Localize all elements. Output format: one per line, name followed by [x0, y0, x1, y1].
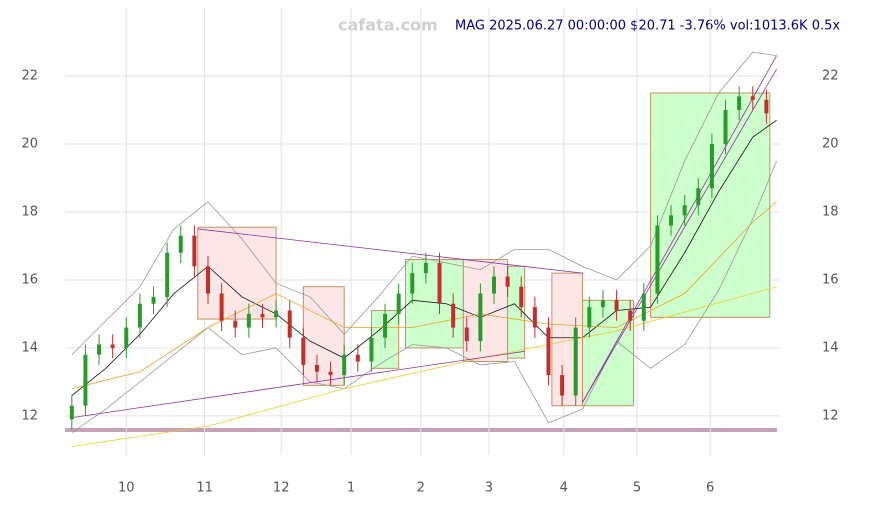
y-tick-label: 22: [822, 68, 839, 83]
candle-body: [233, 320, 238, 328]
x-tick-label: 3: [485, 481, 493, 496]
candle-body: [669, 215, 674, 226]
indicator-line: [71, 160, 777, 434]
box: [302, 286, 345, 386]
candle-body: [192, 235, 197, 267]
y-tick-label: 16: [21, 272, 38, 287]
x-tick-label: 12: [273, 481, 290, 496]
x-tick-label: 5: [633, 481, 641, 496]
candle-body: [682, 205, 687, 216]
candle-body: [641, 293, 646, 321]
candle-body: [764, 99, 769, 114]
candle-body: [260, 313, 265, 318]
y-tick-label: 12: [822, 408, 839, 423]
y-tick-label: 14: [822, 340, 839, 355]
candle-body: [314, 364, 319, 372]
watermark: cafata.com: [338, 16, 438, 35]
candle-body: [369, 337, 374, 362]
candle-body: [709, 143, 714, 189]
x-tick-label: 4: [560, 481, 568, 496]
box: [551, 272, 584, 407]
candle-body: [219, 293, 224, 321]
x-tick-label: 10: [118, 481, 135, 496]
candle-body: [492, 276, 496, 294]
candle-body: [383, 313, 388, 338]
candle-body: [532, 307, 537, 328]
candle-body: [355, 354, 360, 362]
y-tick-label: 16: [822, 272, 839, 287]
box: [650, 92, 771, 318]
candle-body: [600, 300, 605, 308]
candle-body: [396, 293, 401, 314]
candle-body: [478, 293, 483, 342]
trendline: [582, 55, 777, 403]
x-tick-label: 11: [196, 481, 213, 496]
y-tick-label: 20: [822, 136, 839, 151]
x-tick-label: 1: [347, 481, 355, 496]
candle-body: [546, 327, 551, 376]
indicator-line: [71, 51, 777, 356]
candle-body: [587, 307, 592, 328]
box: [462, 259, 509, 363]
candle-body: [737, 96, 742, 110]
indicator-line: [71, 119, 777, 396]
candle-body: [505, 276, 510, 287]
candle-body: [696, 188, 701, 206]
candle-body: [110, 344, 115, 348]
indicator-line: [71, 286, 777, 447]
trendline: [71, 350, 525, 419]
y-tick-label: 12: [21, 408, 38, 423]
candle-body: [750, 96, 755, 100]
candle-body: [655, 225, 660, 294]
y-tick-label: 20: [21, 136, 38, 151]
candle-body: [287, 310, 292, 338]
y-tick-label: 18: [21, 204, 38, 219]
candle-body: [614, 300, 619, 311]
candle-body: [423, 262, 428, 274]
candle-body: [723, 109, 728, 144]
candle-body: [628, 310, 633, 321]
candle-body: [83, 354, 88, 406]
candle-body: [328, 371, 333, 376]
trendline: [582, 68, 777, 403]
candle-body: [206, 266, 210, 294]
candle-body: [69, 405, 74, 420]
candle-body: [165, 252, 170, 297]
trendline: [197, 228, 583, 274]
y-tick-label: 14: [21, 340, 38, 355]
y-tick-label: 22: [21, 68, 38, 83]
candle-body: [342, 354, 347, 376]
candle-body: [301, 337, 306, 365]
candle-body: [151, 296, 156, 304]
candle-body: [137, 303, 142, 328]
candle-body: [519, 286, 524, 308]
candle-body: [437, 262, 442, 304]
candle-body: [124, 327, 129, 348]
y-tick-label: 18: [822, 204, 839, 219]
candle-body: [560, 375, 565, 396]
indicator-line: [71, 201, 777, 390]
candle-body: [97, 344, 102, 355]
candle-body: [573, 327, 578, 396]
chart-title: MAG 2025.06.27 00:00:00 $20.71 -3.76% vo…: [455, 19, 840, 34]
candle-body: [464, 327, 469, 342]
box: [507, 265, 526, 359]
box: [197, 226, 277, 320]
candle-body: [246, 313, 251, 328]
x-tick-label: 2: [417, 481, 425, 496]
candle-body: [410, 273, 415, 294]
x-tick-label: 6: [706, 481, 714, 496]
candle-body: [274, 310, 279, 318]
candle-body: [451, 303, 456, 328]
candle-body: [178, 235, 183, 253]
